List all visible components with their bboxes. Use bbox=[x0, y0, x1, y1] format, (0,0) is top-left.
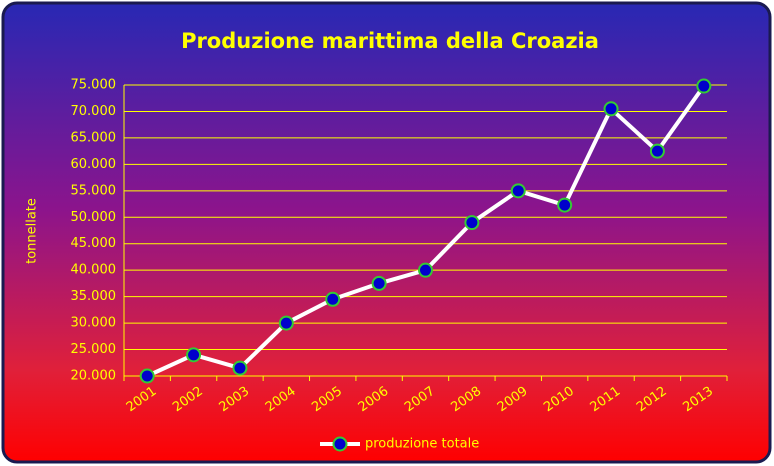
marker bbox=[464, 215, 480, 231]
marker bbox=[696, 78, 712, 94]
y-tick-label: 55.000 bbox=[71, 183, 117, 198]
y-tick-label: 60.000 bbox=[71, 157, 117, 172]
marker bbox=[603, 101, 619, 117]
y-tick-label: 65.000 bbox=[71, 130, 117, 145]
legend-marker bbox=[332, 436, 348, 452]
y-tick-label: 25.000 bbox=[71, 342, 117, 357]
y-tick-label: 70.000 bbox=[71, 104, 117, 119]
marker bbox=[649, 143, 665, 159]
chart-title: Produzione marittima della Croazia bbox=[181, 29, 599, 53]
marker bbox=[278, 315, 294, 331]
marker bbox=[510, 183, 526, 199]
marker bbox=[557, 197, 573, 213]
y-tick-label: 40.000 bbox=[71, 263, 117, 278]
y-tick-label: 35.000 bbox=[71, 289, 117, 304]
y-tick-label: 30.000 bbox=[71, 316, 117, 331]
marker bbox=[139, 368, 155, 384]
marker bbox=[371, 275, 387, 291]
legend-label: produzione totale bbox=[365, 437, 479, 452]
marker bbox=[186, 347, 202, 363]
y-tick-label: 50.000 bbox=[71, 210, 117, 225]
marker bbox=[325, 291, 341, 307]
y-axis-label: tonnellate bbox=[25, 198, 40, 264]
y-tick-label: 45.000 bbox=[71, 236, 117, 251]
y-tick-label: 20.000 bbox=[71, 369, 117, 384]
marker bbox=[232, 360, 248, 376]
marker bbox=[418, 262, 433, 278]
y-tick-label: 75.000 bbox=[71, 78, 117, 93]
